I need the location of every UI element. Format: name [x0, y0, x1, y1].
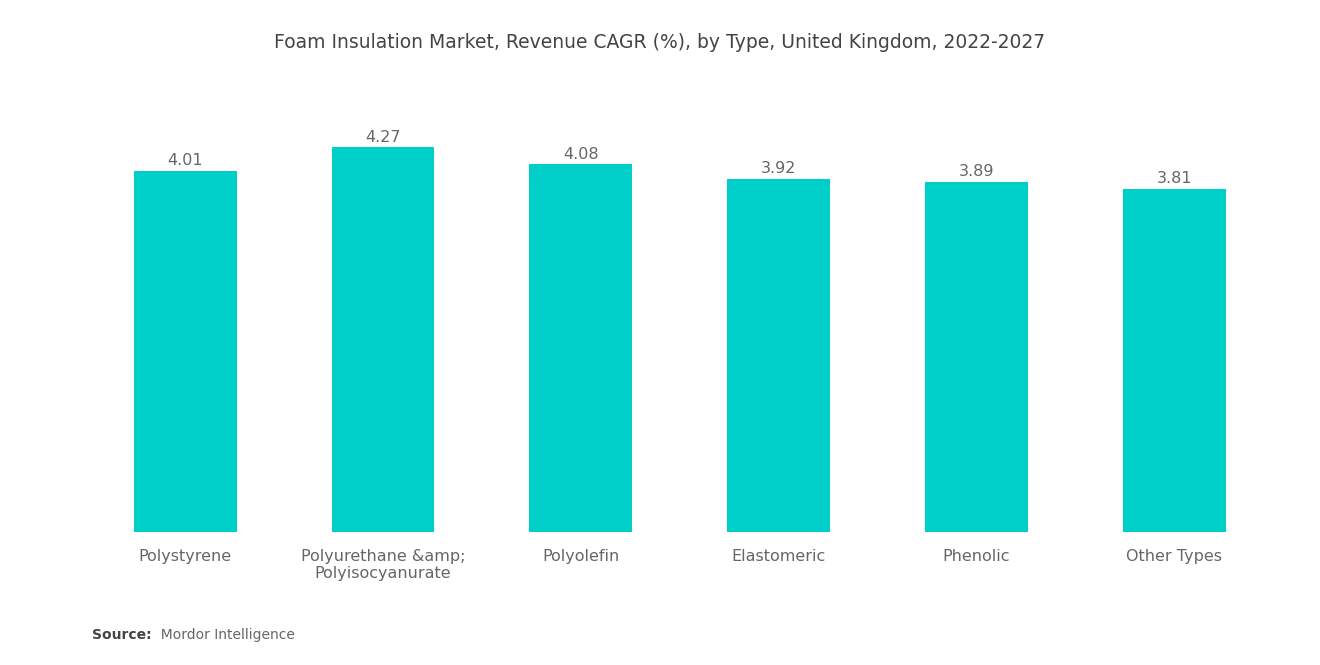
Text: 3.81: 3.81 — [1156, 171, 1192, 186]
Text: 3.89: 3.89 — [958, 164, 994, 179]
Bar — [529, 164, 632, 532]
Bar — [925, 182, 1028, 532]
Text: Source:: Source: — [92, 628, 152, 642]
Text: 4.08: 4.08 — [564, 147, 599, 162]
Text: 4.27: 4.27 — [366, 130, 401, 144]
Bar — [727, 179, 830, 532]
Text: Foam Insulation Market, Revenue CAGR (%), by Type, United Kingdom, 2022-2027: Foam Insulation Market, Revenue CAGR (%)… — [275, 33, 1045, 53]
Text: Mordor Intelligence: Mordor Intelligence — [152, 628, 294, 642]
Bar — [133, 171, 236, 532]
Bar — [1123, 189, 1226, 532]
Text: 4.01: 4.01 — [168, 153, 203, 168]
Bar — [331, 147, 434, 532]
Text: 3.92: 3.92 — [762, 161, 796, 176]
